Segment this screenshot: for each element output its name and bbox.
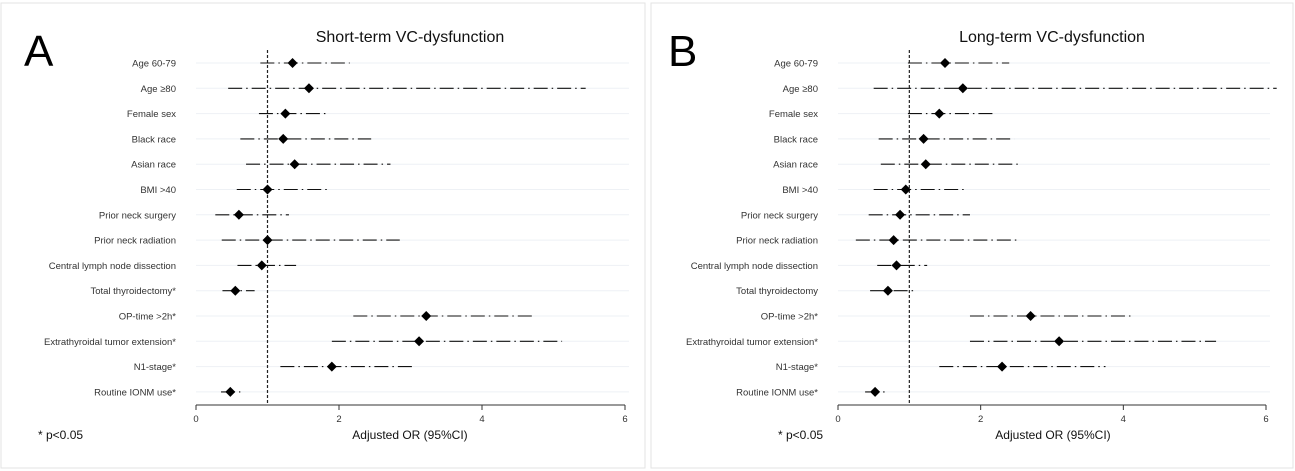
- row-label: Age 60-79: [774, 59, 818, 70]
- panel-a-odds-ratio-points: [225, 58, 432, 397]
- x-tick-label: 0: [835, 414, 840, 425]
- odds-ratio-point: [1025, 311, 1036, 321]
- odds-ratio-point: [287, 58, 298, 68]
- panel-b-odds-ratio-points: [870, 58, 1065, 397]
- panel-b-row-labels: Age 60-79 Age ≥80 Female sex Black race Asia…: [686, 59, 818, 399]
- row-label: Routine IONM use*: [94, 387, 176, 398]
- panel-a-title: Short-term VC-dysfunction: [316, 29, 505, 46]
- panel-a-x-axis-label: Adjusted OR (95%CI): [352, 428, 467, 442]
- panel-b-letter: B: [668, 27, 697, 76]
- x-tick-label: 2: [978, 414, 983, 425]
- odds-ratio-point: [326, 361, 337, 372]
- row-label: Age ≥80: [783, 84, 818, 95]
- panel-a-confidence-intervals: [215, 62, 586, 393]
- x-tick-label: 0: [193, 414, 198, 425]
- odds-ratio-point: [278, 133, 289, 144]
- row-label: Asian race: [773, 160, 818, 171]
- row-label: Total thyroidectomy*: [90, 286, 176, 297]
- odds-ratio-point: [233, 209, 244, 220]
- panel-b: B Long-term VC-dysfunction 0 2 4 6 Age 60-7…: [650, 2, 1294, 469]
- x-tick-label: 6: [1263, 414, 1268, 425]
- row-label: OP-time >2h*: [761, 312, 819, 323]
- odds-ratio-point: [262, 235, 273, 246]
- row-label: OP-time >2h*: [119, 312, 177, 323]
- row-label: Black race: [132, 134, 176, 145]
- odds-ratio-point: [225, 386, 236, 397]
- panel-b-x-axis: 0 2 4 6: [835, 404, 1269, 425]
- odds-ratio-point: [256, 260, 267, 271]
- row-label: Routine IONM use*: [736, 387, 818, 398]
- row-label: Asian race: [131, 160, 176, 171]
- row-label: Extrathyroidal tumor extension*: [686, 337, 818, 348]
- row-label: Female sex: [127, 109, 176, 120]
- odds-ratio-point: [280, 108, 291, 119]
- panel-b-footnote: * p<0.05: [778, 428, 823, 442]
- x-tick-label: 4: [479, 414, 484, 425]
- odds-ratio-point: [289, 159, 300, 170]
- odds-ratio-point: [870, 386, 881, 397]
- panel-a-row-labels: Age 60-79 Age ≥80 Female sex Black race Asia…: [44, 59, 176, 399]
- odds-ratio-point: [230, 285, 241, 296]
- row-label: N1-stage*: [134, 362, 177, 373]
- panel-a: A Short-term VC-dysfunction 0 2 4 6 Age 60-…: [0, 2, 646, 469]
- odds-ratio-point: [895, 209, 906, 220]
- row-label: Age ≥80: [141, 84, 176, 95]
- row-label: Female sex: [769, 109, 818, 120]
- row-label: Black race: [774, 134, 818, 145]
- odds-ratio-point: [918, 133, 929, 144]
- row-label: BMI >40: [140, 185, 176, 196]
- row-label: Age 60-79: [132, 59, 176, 70]
- odds-ratio-point: [421, 311, 432, 321]
- row-label: Total thyroidectomy: [736, 286, 818, 297]
- odds-ratio-point: [414, 336, 425, 347]
- row-label: Central lymph node dissection: [691, 261, 818, 272]
- row-label: Prior neck surgery: [741, 210, 818, 221]
- panel-b-title: Long-term VC-dysfunction: [959, 29, 1145, 46]
- odds-ratio-point: [1054, 336, 1065, 347]
- odds-ratio-point: [888, 235, 899, 246]
- odds-ratio-point: [934, 108, 945, 119]
- row-label: Prior neck radiation: [94, 236, 176, 247]
- odds-ratio-point: [940, 58, 950, 68]
- odds-ratio-point: [900, 184, 911, 195]
- row-label: BMI >40: [782, 185, 818, 196]
- panel-b-frame: [650, 2, 1294, 469]
- panel-b-x-axis-label: Adjusted OR (95%CI): [995, 428, 1110, 442]
- odds-ratio-point: [957, 83, 968, 94]
- odds-ratio-point: [997, 361, 1008, 372]
- odds-ratio-point: [920, 159, 931, 170]
- odds-ratio-point: [262, 184, 273, 195]
- panel-a-frame: [0, 2, 646, 469]
- x-tick-label: 2: [336, 414, 341, 425]
- x-tick-label: 6: [622, 414, 627, 425]
- row-label: Prior neck surgery: [99, 210, 176, 221]
- odds-ratio-point: [882, 285, 893, 296]
- x-tick-label: 4: [1121, 414, 1126, 425]
- panel-a-footnote: * p<0.05: [38, 428, 83, 442]
- panel-a-letter: A: [24, 27, 54, 76]
- row-label: Extrathyroidal tumor extension*: [44, 337, 176, 348]
- odds-ratio-point: [891, 260, 902, 271]
- row-label: Central lymph node dissection: [49, 261, 176, 272]
- odds-ratio-point: [303, 83, 314, 94]
- row-label: Prior neck radiation: [736, 236, 818, 247]
- row-label: N1-stage*: [776, 362, 819, 373]
- panel-a-x-axis: 0 2 4 6: [193, 404, 628, 425]
